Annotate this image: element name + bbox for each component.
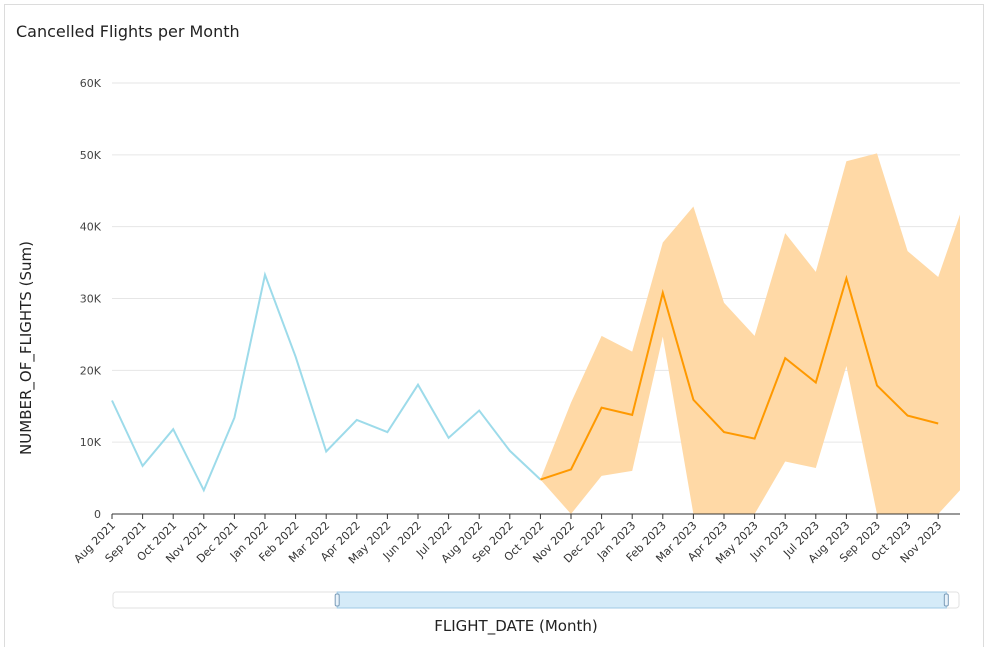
slider-handle-right[interactable] xyxy=(943,593,949,607)
slider-handle-left[interactable] xyxy=(334,593,340,607)
chart-title: Cancelled Flights per Month xyxy=(16,22,240,41)
forecast-band-layer xyxy=(540,153,960,514)
y-axis: 0 10K 20K 30K 40K 50K 60K xyxy=(80,77,102,521)
y-tick-label: 30K xyxy=(80,293,102,306)
y-tick-label: 50K xyxy=(80,149,102,162)
x-axis-title: FLIGHT_DATE (Month) xyxy=(434,617,597,636)
y-axis-title: NUMBER_OF_FLIGHTS (Sum) xyxy=(17,241,36,455)
y-tick-label: 60K xyxy=(80,77,102,90)
y-tick-label: 0 xyxy=(94,508,101,521)
y-tick-label: 20K xyxy=(80,364,102,377)
forecast-confidence-band xyxy=(540,153,960,514)
range-slider[interactable] xyxy=(112,591,960,609)
series-layer xyxy=(111,271,939,493)
actual-line xyxy=(111,271,542,493)
forecast-line xyxy=(540,274,939,481)
y-tick-label: 40K xyxy=(80,221,102,234)
y-tick-label: 10K xyxy=(80,436,102,449)
slider-selection xyxy=(336,591,947,609)
